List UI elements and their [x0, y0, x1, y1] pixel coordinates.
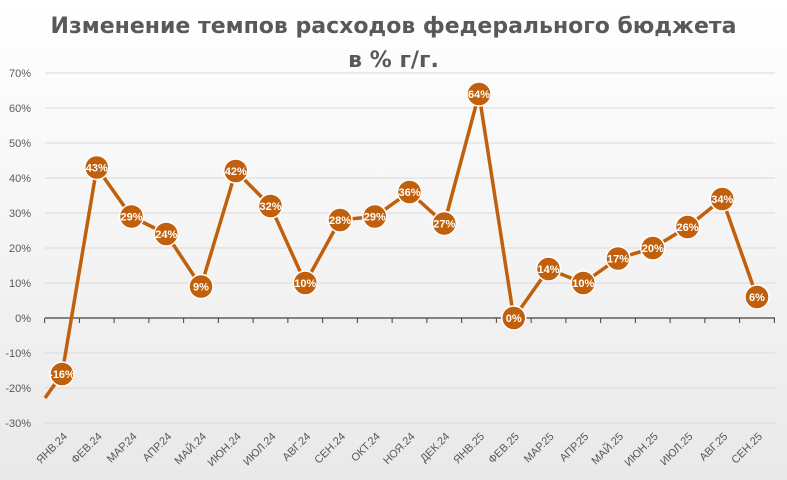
y-tick-label: 60% [9, 103, 31, 115]
x-category-label: ОКТ.24 [349, 431, 383, 465]
data-label: 29% [364, 212, 386, 224]
x-category-label: МАР.24 [105, 431, 140, 466]
y-tick-label: 30% [9, 208, 31, 220]
data-point-marker [292, 270, 318, 296]
data-point-marker [605, 245, 631, 272]
data-point-marker [709, 186, 735, 212]
x-category-label: АПР.25 [558, 431, 592, 465]
data-point-marker [570, 270, 596, 296]
gridlines [45, 72, 775, 424]
y-tick-label: 50% [9, 138, 31, 150]
data-point-marker [84, 154, 110, 181]
y-tick-label: 0% [15, 313, 31, 325]
data-point-marker [501, 305, 527, 331]
data-label: 27% [433, 219, 455, 231]
x-category-label: АВГ.25 [697, 431, 730, 464]
data-point-marker [535, 256, 562, 282]
y-tick-label: 10% [9, 278, 31, 290]
y-tick-label: 20% [9, 243, 31, 255]
data-point-marker [744, 284, 770, 310]
series-line-path [43, 92, 759, 400]
data-label: 10% [572, 278, 594, 290]
data-point-marker [466, 81, 492, 107]
data-label: 29% [120, 212, 142, 224]
data-point-marker [118, 203, 145, 230]
data-point-marker [674, 214, 701, 240]
data-point-marker [223, 158, 249, 184]
y-tick-label: -20% [5, 383, 31, 395]
data-label: 9% [193, 282, 209, 294]
x-category-label: ЯНВ.25 [451, 431, 487, 467]
data-label: 42% [225, 166, 247, 178]
x-category-label: СЕН.25 [729, 431, 765, 467]
x-category-label: АПР.24 [141, 431, 175, 465]
x-category-label: ИЮН.24 [205, 431, 243, 469]
x-category-label: ФЕВ.24 [69, 431, 105, 467]
data-label: 24% [155, 229, 177, 241]
series-line [43, 92, 759, 400]
data-label: 43% [86, 163, 108, 175]
x-category-label: СЕН.24 [312, 431, 348, 467]
data-label: 34% [711, 194, 733, 206]
x-category-label: ИЮЛ.25 [658, 431, 696, 469]
x-category-label: ИЮН.25 [622, 431, 660, 469]
data-label: 6% [749, 292, 765, 304]
x-category-label: МАЙ.24 [172, 430, 209, 467]
data-label: -16% [49, 369, 75, 381]
y-tick-label: -10% [5, 348, 31, 360]
y-tick-label: -30% [5, 418, 31, 430]
data-point-marker [257, 193, 284, 219]
x-category-label: ИЮЛ.24 [241, 431, 279, 469]
y-tick-label: 40% [9, 173, 31, 185]
data-label: 32% [259, 201, 281, 213]
x-category-label: ФЕВ.25 [486, 431, 522, 467]
y-axis: 70% 60% 50% 40% 30% 20% 10% 0% -10% -20% -30% [5, 68, 31, 430]
data-point-marker [327, 207, 353, 233]
data-point-marker [431, 210, 457, 237]
data-label: 14% [537, 264, 559, 276]
data-label: 10% [294, 278, 316, 290]
data-point-marker [362, 203, 388, 230]
chart-title-line1: Изменение темпов расходов федерального б… [51, 14, 737, 39]
x-category-label: ДЕК.24 [418, 431, 452, 465]
data-label: 28% [329, 215, 351, 227]
data-point-marker [188, 273, 214, 300]
data-point-marker [153, 221, 179, 247]
data-label: 64% [468, 89, 490, 101]
chart-title-line2: в % г/г. [348, 48, 439, 73]
x-category-label: МАР.25 [522, 431, 557, 466]
y-tick-label: 70% [9, 68, 31, 80]
x-category-label: НОЯ.24 [381, 431, 417, 467]
x-category-label: АВГ.24 [280, 431, 313, 464]
data-point-marker [640, 235, 666, 261]
data-point-marker [49, 361, 75, 387]
x-category-label: ЯНВ.24 [34, 431, 70, 467]
data-label: 36% [398, 187, 420, 199]
data-label: 0% [506, 313, 522, 325]
data-point-marker [396, 179, 423, 205]
x-axis: ЯНВ.24 ФЕВ.24 МАР.24 АПР.24МАЙ.24ИЮН.24ИЮЛ.… [34, 317, 775, 469]
x-category-label: МАЙ.25 [589, 430, 626, 467]
data-label: 20% [642, 243, 664, 255]
data-label: 26% [676, 222, 698, 234]
series-points: -16% 43% 29% 24% 9% 42% 32% 10% 28% 29% 36% 27% 64% 0… [49, 81, 770, 387]
data-label: 17% [607, 254, 629, 266]
